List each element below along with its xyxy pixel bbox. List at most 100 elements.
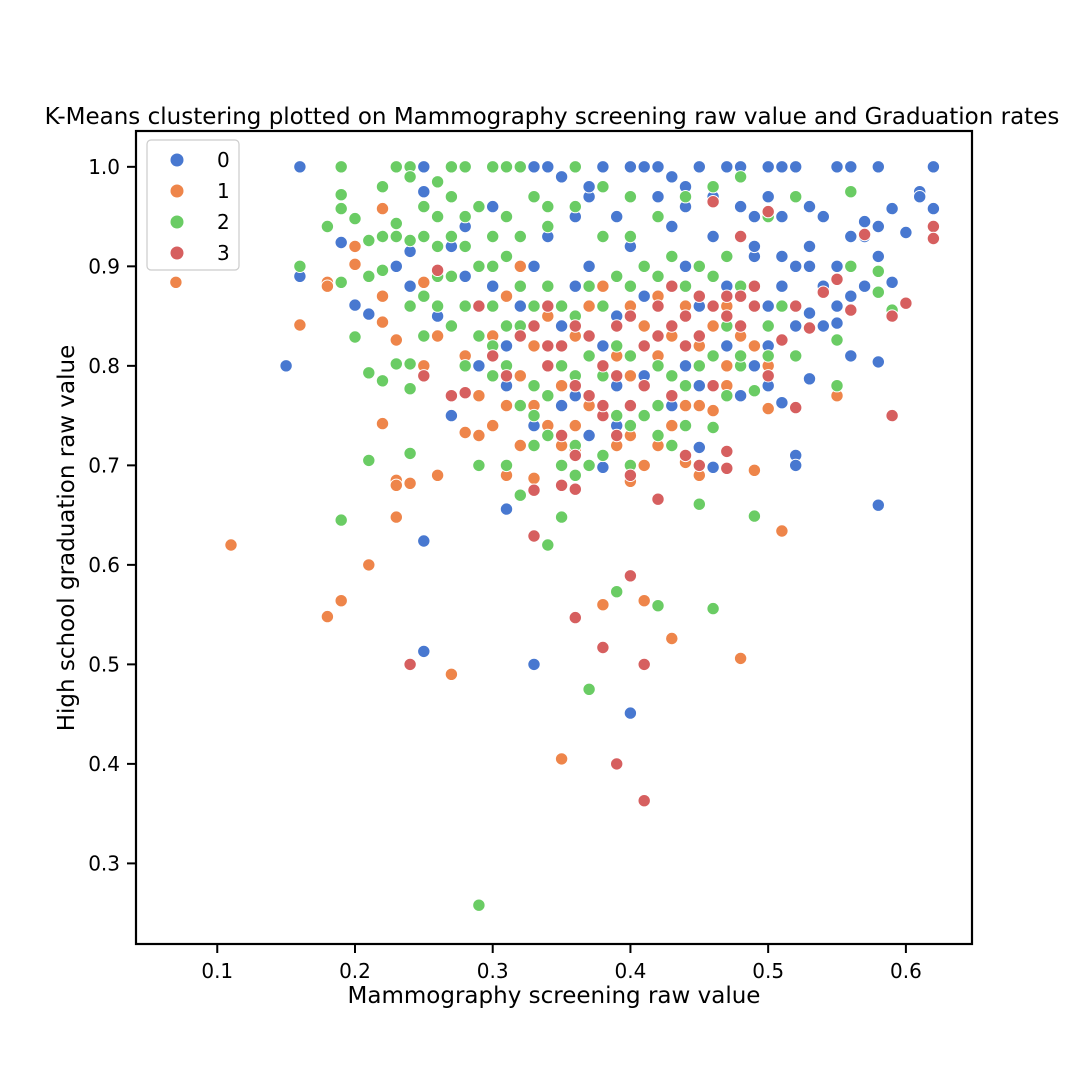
point-cluster-3 [637,339,651,353]
point-cluster-2 [458,209,472,224]
point-cluster-1 [513,438,527,453]
point-cluster-2 [596,299,610,313]
point-cluster-2 [706,269,720,283]
point-cluster-3 [720,444,734,459]
point-cluster-2 [706,349,720,363]
point-cluster-3 [747,279,762,293]
point-cluster-0 [844,349,858,363]
point-cluster-0 [871,160,885,174]
point-cluster-2 [568,199,582,214]
point-cluster-3 [568,379,582,393]
point-cluster-2 [651,209,665,224]
point-cluster-2 [678,379,693,393]
point-cluster-2 [348,330,362,344]
point-cluster-1 [389,478,403,492]
point-cluster-2 [444,269,459,283]
point-cluster-3 [527,483,541,497]
point-cluster-1 [706,319,720,333]
point-cluster-3 [541,339,555,353]
point-cluster-2 [568,468,582,482]
point-cluster-1 [623,369,638,383]
point-cluster-0 [554,319,569,333]
point-cluster-3 [665,389,679,403]
point-cluster-3 [720,461,734,475]
point-cluster-2 [362,269,376,283]
point-cluster-0 [816,319,830,333]
point-cluster-3 [623,309,638,323]
point-cluster-3 [775,333,789,347]
point-cluster-3 [637,657,651,672]
axes-layer: 0.1 0.2 0.3 0.4 0.5 0.6 0.3 0.4 0.5 0.6 0.7 0.8 0.9 1… [88,155,922,983]
point-cluster-2 [651,428,665,443]
point-cluster-3 [844,303,858,317]
point-cluster-2 [678,190,693,204]
y-tick-label: 0.3 [88,851,120,875]
point-cluster-2 [610,408,624,423]
point-cluster-2 [375,180,390,194]
point-cluster-2 [596,448,610,463]
point-cluster-0 [747,239,762,254]
point-cluster-0 [830,160,844,174]
y-tick-label: 1.0 [88,155,120,179]
point-cluster-2 [554,299,569,313]
point-cluster-1 [375,289,390,303]
point-cluster-3 [733,289,748,303]
point-cluster-3 [444,389,459,403]
point-cluster-3 [458,386,472,400]
point-cluster-0 [871,219,885,234]
point-cluster-0 [733,199,748,214]
point-cluster-1 [554,379,569,393]
point-cluster-3 [830,272,844,286]
point-cluster-3 [403,657,417,672]
point-cluster-2 [486,160,500,174]
point-cluster-1 [513,259,527,273]
point-cluster-2 [554,458,569,473]
point-cluster-1 [761,401,775,416]
x-tick-label: 0.3 [477,959,509,983]
point-cluster-3 [527,319,541,333]
point-cluster-2 [554,510,569,524]
y-tick-label: 0.9 [88,254,120,278]
x-tick-label: 0.6 [890,959,922,983]
point-cluster-2 [403,299,417,313]
point-cluster-0 [596,339,610,353]
point-cluster-2 [789,349,803,363]
point-cluster-2 [403,170,417,184]
point-cluster-3 [706,195,720,209]
point-cluster-1 [348,257,362,271]
point-cluster-2 [610,339,624,353]
point-cluster-2 [541,219,555,234]
point-cluster-1 [747,339,762,353]
point-cluster-3 [885,408,899,423]
point-cluster-1 [665,418,679,433]
point-cluster-1 [472,428,486,443]
point-cluster-1 [375,416,390,431]
point-cluster-2 [458,299,472,313]
point-cluster-0 [885,275,899,289]
point-cluster-0 [403,279,417,293]
point-cluster-0 [279,359,293,373]
point-cluster-2 [499,249,514,264]
point-cluster-2 [789,190,803,204]
point-cluster-1 [637,594,651,608]
point-cluster-0 [610,209,624,224]
point-cluster-2 [706,180,720,194]
point-cluster-3 [802,321,817,335]
point-cluster-0 [761,160,775,174]
point-cluster-3 [582,389,596,403]
point-cluster-3 [637,794,651,808]
point-cluster-2 [692,259,706,273]
point-cluster-2 [761,319,775,333]
point-cluster-2 [678,418,693,433]
point-cluster-2 [486,229,500,244]
legend: 0 1 2 3 [146,139,240,271]
point-cluster-3 [651,299,665,313]
point-cluster-2 [362,366,376,380]
point-cluster-2 [403,446,417,461]
point-cluster-2 [417,199,431,214]
point-cluster-3 [582,329,596,343]
point-cluster-0 [637,160,651,174]
point-cluster-2 [582,349,596,363]
point-cluster-1 [665,631,679,646]
point-cluster-0 [568,279,582,293]
